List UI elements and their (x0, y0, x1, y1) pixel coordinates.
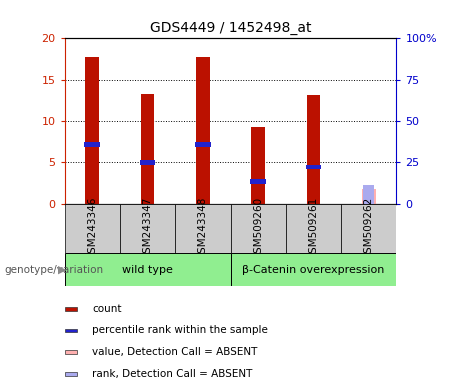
Bar (85, 56, 99, 204)
Bar (362, 189, 376, 204)
Bar (65, 307, 77, 311)
Text: ▶: ▶ (58, 265, 66, 275)
Bar (141, 94, 154, 204)
Bar (286, 204, 341, 253)
Text: count: count (92, 304, 121, 314)
Bar (230, 204, 286, 253)
Bar (363, 185, 374, 204)
Bar (307, 94, 320, 204)
Bar (306, 164, 321, 169)
Bar (341, 204, 396, 253)
Bar (65, 204, 120, 253)
Text: genotype/variation: genotype/variation (5, 265, 104, 275)
Bar (230, 253, 396, 286)
Bar (196, 56, 210, 204)
Bar (65, 253, 230, 286)
Text: β-Catenin overexpression: β-Catenin overexpression (242, 265, 384, 275)
Text: percentile rank within the sample: percentile rank within the sample (92, 326, 268, 336)
Title: GDS4449 / 1452498_at: GDS4449 / 1452498_at (150, 21, 311, 35)
Text: wild type: wild type (122, 265, 173, 275)
Text: GSM509261: GSM509261 (308, 197, 319, 260)
Bar (251, 127, 265, 204)
Text: GSM509260: GSM509260 (253, 197, 263, 260)
Text: GSM509262: GSM509262 (364, 197, 374, 260)
Bar (195, 142, 211, 147)
Bar (65, 372, 77, 376)
Bar (250, 179, 266, 184)
Bar (65, 350, 77, 354)
Bar (140, 160, 155, 165)
Text: rank, Detection Call = ABSENT: rank, Detection Call = ABSENT (92, 369, 252, 379)
Text: GSM243348: GSM243348 (198, 197, 208, 260)
Bar (84, 142, 100, 147)
Bar (175, 204, 230, 253)
Text: GSM243346: GSM243346 (87, 197, 97, 260)
Text: GSM243347: GSM243347 (142, 197, 153, 260)
Text: value, Detection Call = ABSENT: value, Detection Call = ABSENT (92, 347, 257, 357)
Bar (120, 204, 175, 253)
Bar (65, 329, 77, 333)
